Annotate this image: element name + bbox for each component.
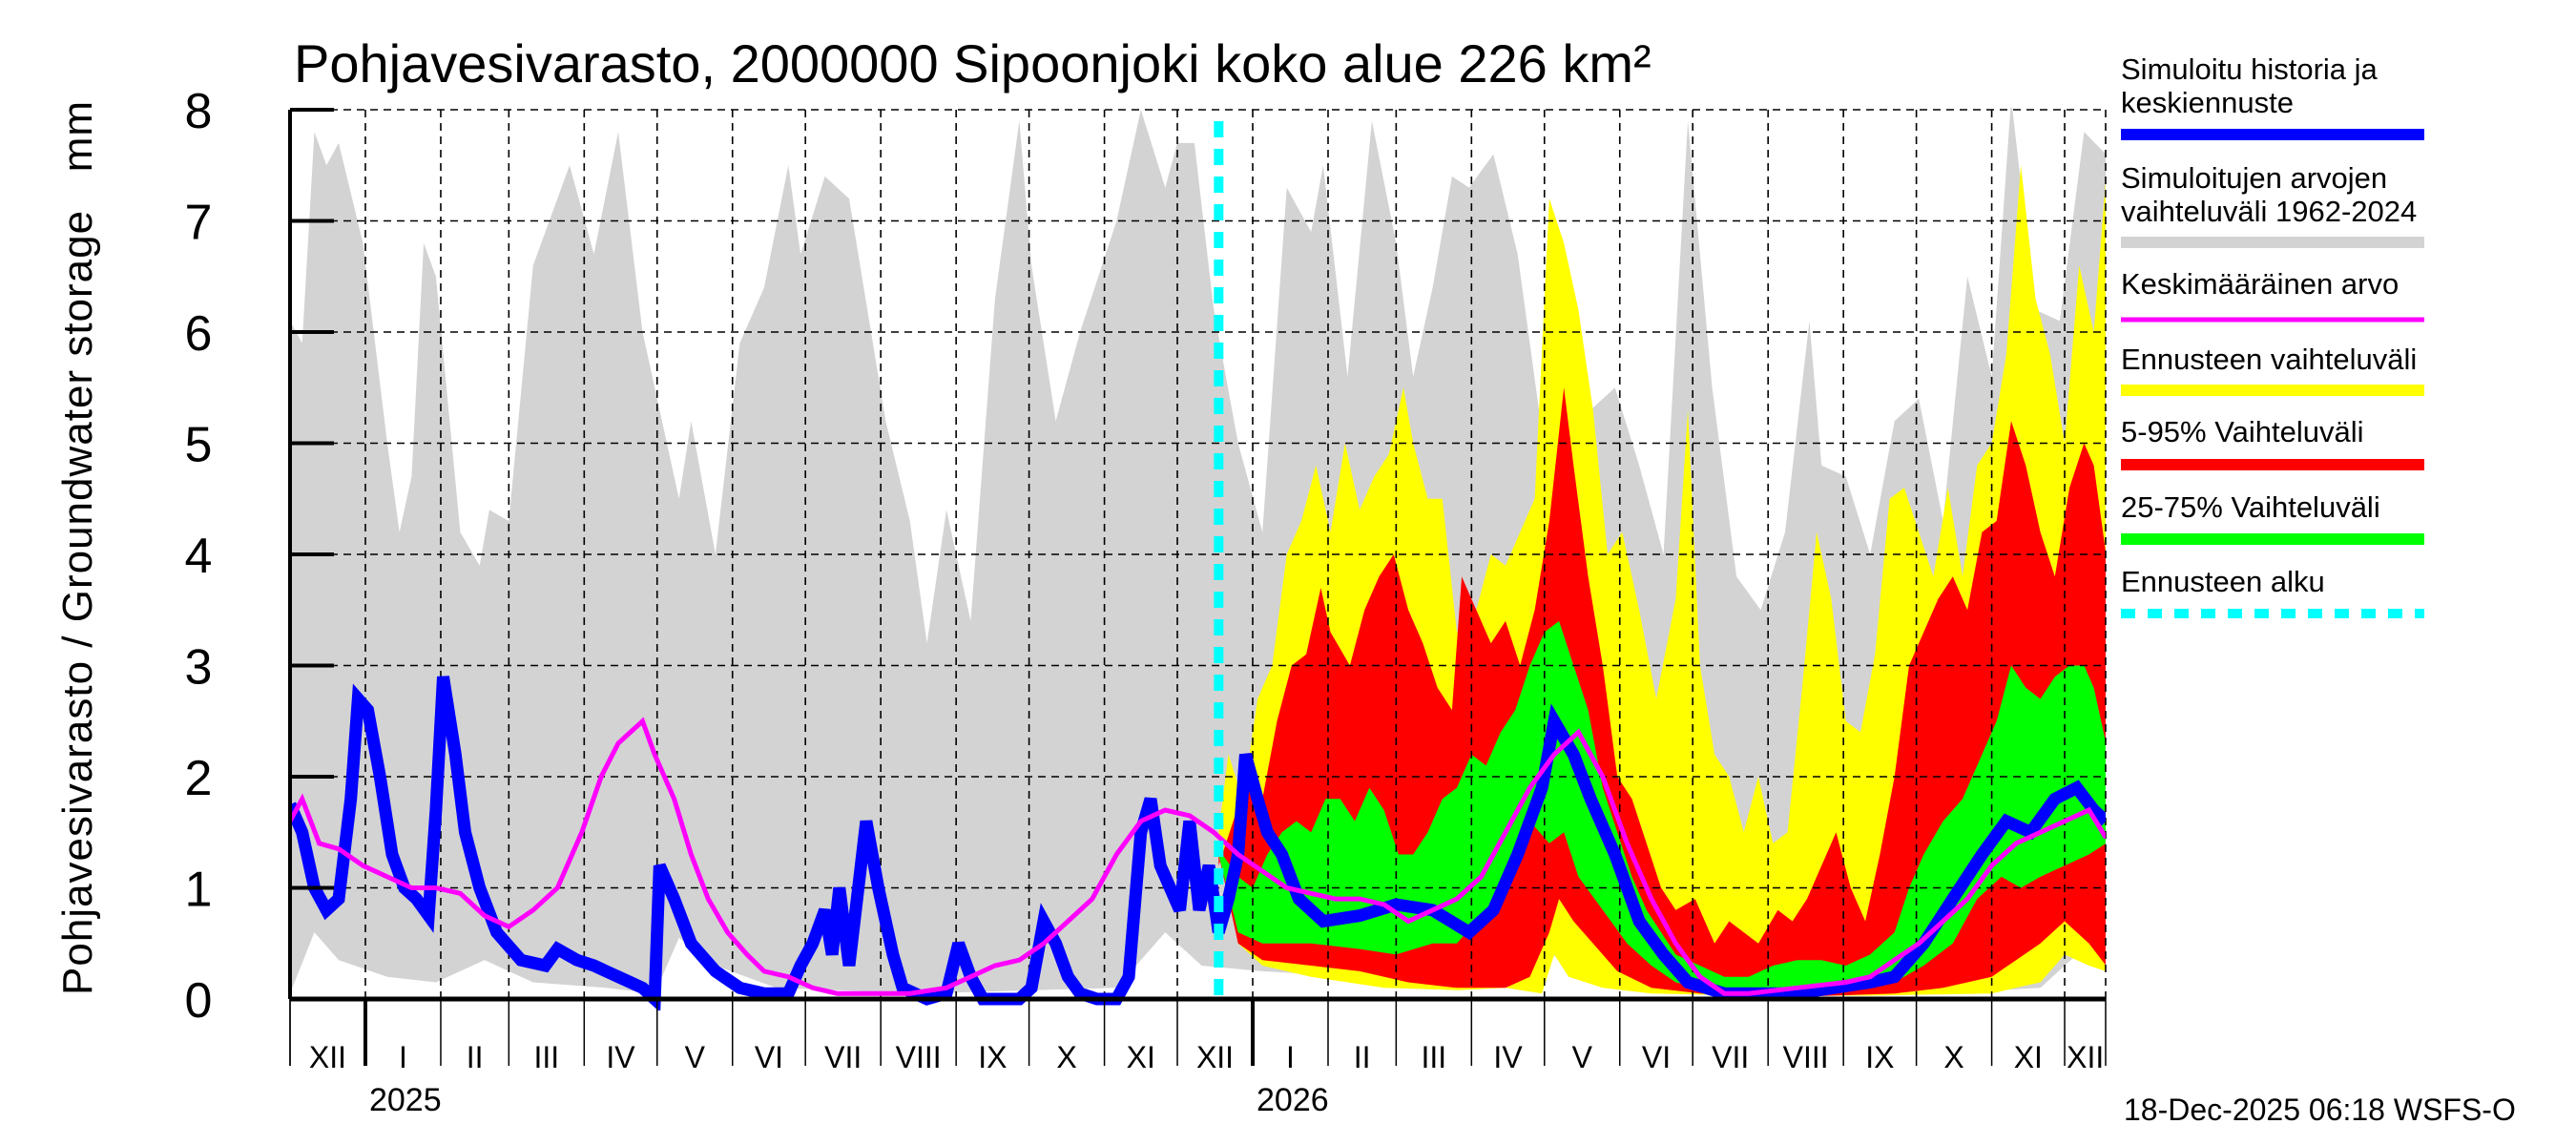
month-label: XI (1127, 1040, 1155, 1074)
year-label: 2026 (1257, 1082, 1329, 1118)
y-tick-label: 2 (185, 751, 213, 806)
month-label: IX (1865, 1040, 1894, 1074)
legend-label: Ennusteen alku (2121, 565, 2325, 598)
y-tick-label: 0 (185, 973, 213, 1029)
x-tick-labels: XII I II III IV V VI VII VIII IX X XI XII I II III IV V VI… (309, 1040, 2104, 1118)
legend-label: Keskimääräinen arvo (2121, 267, 2399, 301)
legend-swatch (2121, 317, 2424, 323)
year-label: 2025 (369, 1082, 442, 1118)
legend-label: Ennusteen vaihteluväli (2121, 343, 2417, 376)
month-label: III (1421, 1040, 1446, 1074)
legend-swatch (2121, 237, 2424, 248)
chart-title: Pohjavesivarasto, 2000000 Sipoonjoki kok… (294, 33, 1652, 94)
month-label: V (1572, 1040, 1593, 1074)
legend-item-ennusteen-alku: Ennusteen alku (2121, 565, 2424, 618)
plot-area (288, 108, 2107, 1066)
month-label: IX (978, 1040, 1007, 1074)
month-label: IV (606, 1040, 635, 1074)
legend-item-5-95-vaihteluv-li: 5-95% Vaihteluväli (2121, 415, 2424, 470)
legend-item-keskim-r-inen-arvo: Keskimääräinen arvo (2121, 267, 2424, 323)
month-label: I (1286, 1040, 1295, 1074)
lines-layer (290, 676, 2106, 1010)
month-label: X (1943, 1040, 1963, 1074)
grid-layer (290, 109, 2107, 999)
month-label: IV (1493, 1040, 1523, 1074)
month-label: VI (1642, 1040, 1671, 1074)
y-axis-label: Pohjavesivarasto / Groundwater storage m… (54, 100, 101, 995)
month-label: III (533, 1040, 559, 1074)
y-tick-label: 3 (185, 640, 213, 696)
month-label: VIII (896, 1040, 942, 1074)
legend-label: vaihteluväli 1962-2024 (2121, 195, 2417, 228)
month-label: VI (755, 1040, 783, 1074)
line-simuloitu-historia-ja-keskiennuste (290, 676, 2106, 1010)
y-tick-label: 8 (185, 84, 213, 139)
legend-label: 25-75% Vaihteluväli (2121, 490, 2380, 524)
timestamp-footer: 18-Dec-2025 06:18 WSFS-O (2124, 1093, 2516, 1127)
month-label: V (685, 1040, 706, 1074)
band-25-75-vaihteluv-li (1218, 620, 2106, 994)
legend-item-25-75-vaihteluv-li: 25-75% Vaihteluväli (2121, 490, 2424, 545)
month-label: VII (1712, 1040, 1749, 1074)
legend-swatch (2121, 533, 2424, 545)
legend-item-ennusteen-vaihteluv-li: Ennusteen vaihteluväli (2121, 343, 2424, 396)
line-keskim-r-inen-arvo (290, 717, 2106, 996)
month-label: XII (1196, 1040, 1234, 1074)
legend: Simuloitu historia jakeskiennusteSimuloi… (2121, 52, 2424, 618)
month-label: VIII (1783, 1040, 1829, 1074)
legend-label: 5-95% Vaihteluväli (2121, 415, 2363, 448)
y-tick-label: 7 (185, 196, 213, 251)
legend-label: Simuloitujen arvojen (2121, 161, 2387, 195)
y-tick-label: 4 (185, 529, 213, 584)
legend-swatch (2121, 385, 2424, 396)
legend-swatch (2121, 129, 2424, 140)
month-label: XI (2014, 1040, 2043, 1074)
legend-swatch (2121, 459, 2424, 470)
bands-layer (290, 108, 2106, 997)
y-tick-label: 1 (185, 863, 213, 918)
axes-layer (288, 108, 2107, 1066)
y-tick-labels: 0 1 2 3 4 5 6 7 8 (185, 84, 213, 1029)
month-label: VII (824, 1040, 862, 1074)
month-label: I (399, 1040, 407, 1074)
month-label: II (467, 1040, 484, 1074)
legend-label: keskiennuste (2121, 86, 2294, 119)
month-label: XII (2067, 1040, 2104, 1074)
month-label: X (1056, 1040, 1076, 1074)
y-tick-label: 6 (185, 306, 213, 362)
legend-label: Simuloitu historia ja (2121, 52, 2379, 86)
month-label: XII (309, 1040, 346, 1074)
y-tick-label: 5 (185, 418, 213, 473)
month-label: II (1354, 1040, 1371, 1074)
